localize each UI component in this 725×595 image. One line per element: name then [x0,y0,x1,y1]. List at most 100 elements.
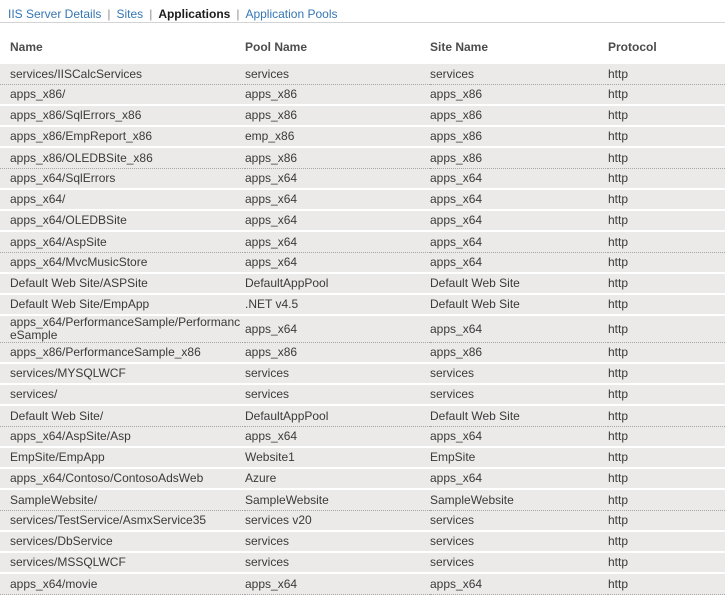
nav-tab-applications-current[interactable]: Applications [158,7,231,21]
nav-link-application-pools[interactable]: Application Pools [245,7,338,21]
cell-pool-name: emp_x86 [245,127,430,148]
table-row: Default Web Site/ASPSite DefaultAppPool De… [0,274,725,295]
cell-protocol: http [608,448,725,469]
cell-name: apps_x64/PerformanceSample/PerformanceSa… [0,316,245,343]
table-header-row: Name Pool Name Site Name Protocol [0,23,725,64]
cell-pool-name: apps_x86 [245,343,430,364]
cell-name: apps_x64/AspSite/Asp [0,427,245,448]
cell-site-name: services [430,511,608,532]
cell-name: services/MSSQLWCF [0,553,245,574]
cell-protocol: http [608,190,725,211]
table-row: Default Web Site/EmpApp .NET v4.5 Default … [0,295,725,316]
cell-name: services/ [0,385,245,406]
cell-protocol: http [608,211,725,232]
cell-pool-name: apps_x64 [245,427,430,448]
cell-site-name: apps_x64 [430,316,608,343]
nav-link-sites[interactable]: Sites [116,7,144,21]
cell-pool-name: DefaultAppPool [245,274,430,295]
cell-pool-name: apps_x64 [245,232,430,253]
nav-separator: | [149,7,153,21]
table-row: apps_x64/AspSite/Asp apps_x64 apps_x64 http [0,427,725,448]
cell-protocol: http [608,295,725,316]
column-header-protocol: Protocol [608,23,725,64]
cell-protocol: http [608,106,725,127]
cell-protocol: http [608,316,725,343]
cell-name: EmpSite/EmpApp [0,448,245,469]
cell-name: services/IISCalcServices [0,64,245,85]
cell-site-name: apps_x64 [430,253,608,274]
cell-pool-name: apps_x86 [245,85,430,106]
cell-pool-name: services [245,385,430,406]
table-row: apps_x64/movie apps_x64 apps_x64 http [0,574,725,595]
cell-pool-name: apps_x64 [245,211,430,232]
cell-protocol: http [608,148,725,169]
cell-pool-name: SampleWebsite [245,490,430,511]
cell-pool-name: services [245,64,430,85]
cell-site-name: services [430,385,608,406]
cell-site-name: services [430,553,608,574]
cell-site-name: services [430,364,608,385]
cell-pool-name: DefaultAppPool [245,406,430,427]
cell-protocol: http [608,85,725,106]
cell-site-name: apps_x64 [430,190,608,211]
table-row: apps_x86/SqlErrors_x86 apps_x86 apps_x86 ht… [0,106,725,127]
breadcrumb-nav: IIS Server Details | Sites | Applications | Ap… [0,0,725,23]
cell-protocol: http [608,274,725,295]
table-row: apps_x64/PerformanceSample/PerformanceSa… [0,316,725,343]
table-row: apps_x86/OLEDBSite_x86 apps_x86 apps_x86 ht… [0,148,725,169]
cell-site-name: apps_x86 [430,343,608,364]
cell-name: apps_x86/SqlErrors_x86 [0,106,245,127]
cell-name: apps_x64/OLEDBSite [0,211,245,232]
column-header-site-name: Site Name [430,23,608,64]
cell-pool-name: services [245,532,430,553]
cell-protocol: http [608,427,725,448]
cell-pool-name: apps_x64 [245,574,430,595]
cell-name: apps_x64/AspSite [0,232,245,253]
cell-pool-name: Azure [245,469,430,490]
cell-site-name: Default Web Site [430,406,608,427]
nav-link-iis-server-details[interactable]: IIS Server Details [8,7,102,21]
table-row: apps_x64/SqlErrors apps_x64 apps_x64 http [0,169,725,190]
cell-site-name: apps_x86 [430,106,608,127]
table-row: apps_x64/MvcMusicStore apps_x64 apps_x64 ht… [0,253,725,274]
cell-protocol: http [608,406,725,427]
column-header-name: Name [0,23,245,64]
cell-name: apps_x86/OLEDBSite_x86 [0,148,245,169]
table-row: services/MYSQLWCF services services http [0,364,725,385]
cell-name: apps_x86/ [0,85,245,106]
cell-site-name: apps_x64 [430,427,608,448]
cell-name: apps_x86/PerformanceSample_x86 [0,343,245,364]
cell-protocol: http [608,169,725,190]
cell-pool-name: apps_x64 [245,190,430,211]
table-row: apps_x86/EmpReport_x86 emp_x86 apps_x86 htt… [0,127,725,148]
cell-name: apps_x86/EmpReport_x86 [0,127,245,148]
cell-pool-name: apps_x64 [245,253,430,274]
cell-protocol: http [608,364,725,385]
table-row: apps_x64/Contoso/ContosoAdsWeb Azure apps_… [0,469,725,490]
cell-name: SampleWebsite/ [0,490,245,511]
table-row: SampleWebsite/SampleWebsite SampleWebsite… [0,490,725,511]
cell-pool-name: Website1 [245,448,430,469]
cell-site-name: Default Web Site [430,295,608,316]
applications-table: Name Pool Name Site Name Protocol servic… [0,23,725,595]
cell-name: apps_x64/SqlErrors [0,169,245,190]
table-row: apps_x86/PerformanceSample_x86 apps_x86 ap… [0,343,725,364]
cell-pool-name: apps_x64 [245,169,430,190]
cell-protocol: http [608,511,725,532]
cell-site-name: apps_x64 [430,211,608,232]
cell-protocol: http [608,127,725,148]
table-row: EmpSite/EmpApp Website1 EmpSite http [0,448,725,469]
cell-pool-name: apps_x86 [245,106,430,127]
cell-site-name: apps_x86 [430,127,608,148]
cell-protocol: http [608,64,725,85]
cell-pool-name: services v20 [245,511,430,532]
cell-site-name: SampleWebsite [430,490,608,511]
table-row: apps_x86/apps_x86 apps_x86 http [0,85,725,106]
cell-protocol: http [608,385,725,406]
cell-protocol: http [608,253,725,274]
cell-name: apps_x64/Contoso/ContosoAdsWeb [0,469,245,490]
nav-separator: | [236,7,240,21]
cell-pool-name: apps_x64 [245,316,430,343]
table-row: apps_x64/OLEDBSite apps_x64 apps_x64 http [0,211,725,232]
table-row: apps_x64/apps_x64 apps_x64 http [0,190,725,211]
